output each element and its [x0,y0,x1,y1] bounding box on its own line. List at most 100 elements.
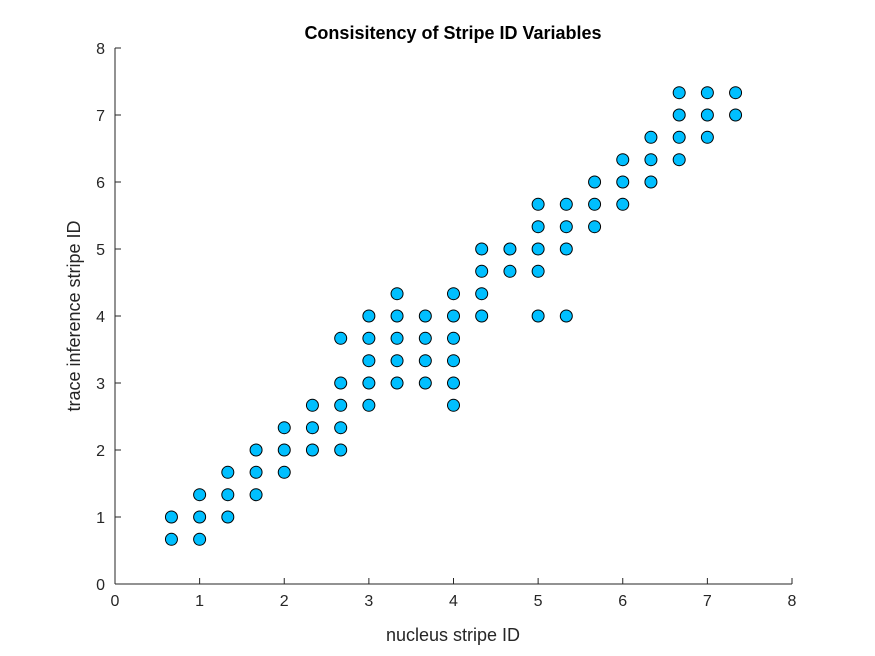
x-tick-label: 2 [280,593,289,610]
data-point [475,309,489,323]
data-point [475,287,489,301]
x-tick-label: 8 [788,593,797,610]
data-point [559,242,573,256]
data-point [390,309,404,323]
data-point [729,108,743,122]
data-point [588,175,602,189]
data-point [616,175,630,189]
y-tick-label: 1 [96,510,105,527]
data-point [644,153,658,167]
data-point [447,331,460,345]
data-point [588,220,602,234]
data-point [164,532,178,546]
y-tick-label: 7 [96,108,105,125]
data-point [334,376,348,390]
x-tick-label: 0 [111,593,120,610]
data-point [531,197,545,211]
data-point [447,287,460,301]
data-point [305,398,319,412]
data-point [418,309,432,323]
data-point [672,108,686,122]
x-tick-label: 5 [534,593,543,610]
x-axis-label: nucleus stripe ID [386,625,520,645]
x-tick-label: 3 [364,593,373,610]
data-point [531,264,545,278]
data-point [390,376,404,390]
data-point [672,86,686,100]
data-point [390,331,404,345]
data-point [700,86,714,100]
x-tick-label: 1 [195,593,204,610]
data-point [418,376,432,390]
data-point [249,443,263,457]
data-point [672,153,686,167]
data-point [193,532,207,546]
axes: 0 1 2 3 4 5 6 7 8 0 1 2 3 4 5 6 7 8 [96,41,796,610]
data-point [193,488,207,502]
data-point [531,242,545,256]
data-point [362,376,376,390]
data-point [390,287,404,301]
y-tick-label: 4 [96,309,105,326]
data-point [164,510,178,524]
data-point [559,309,573,323]
data-point [362,309,376,323]
x-tick-label: 4 [449,593,458,610]
data-point [644,175,658,189]
x-tick-label: 7 [703,593,712,610]
data-point [221,488,235,502]
y-tick-label: 6 [96,175,105,192]
data-point [700,130,714,144]
y-tick-label: 3 [96,376,105,393]
data-point [277,421,291,435]
data-point [249,465,263,479]
data-point [616,197,630,211]
data-point [700,108,714,122]
data-point [362,354,376,368]
y-tick-label: 0 [96,577,105,594]
data-point [559,197,573,211]
data-point [559,220,573,234]
data-point [588,197,602,211]
data-point [418,354,432,368]
data-point [729,86,743,100]
data-point [475,264,489,278]
data-point [305,421,319,435]
data-point [334,443,348,457]
data-point [334,398,348,412]
data-point [390,354,404,368]
data-point [362,398,376,412]
data-points [164,86,743,546]
data-point [475,242,489,256]
data-point [305,443,319,457]
chart-title: Consisitency of Stripe ID Variables [304,23,601,43]
y-tick-label: 2 [96,443,105,460]
data-point [531,309,545,323]
data-point [503,242,517,256]
data-point [616,153,630,167]
data-point [447,398,460,412]
data-point [447,376,460,390]
data-point [644,130,658,144]
data-point [503,264,517,278]
data-point [447,309,460,323]
y-tick-label: 8 [96,41,105,58]
data-point [334,421,348,435]
y-axis-label: trace inference stripe ID [64,220,84,411]
x-tick-label: 6 [618,593,627,610]
data-point [362,331,376,345]
data-point [334,331,348,345]
data-point [249,488,263,502]
data-point [277,465,291,479]
data-point [277,443,291,457]
data-point [447,354,460,368]
data-point [193,510,207,524]
data-point [418,331,432,345]
data-point [531,220,545,234]
y-tick-label: 5 [96,242,105,259]
data-point [221,465,235,479]
data-point [672,130,686,144]
data-point [221,510,235,524]
